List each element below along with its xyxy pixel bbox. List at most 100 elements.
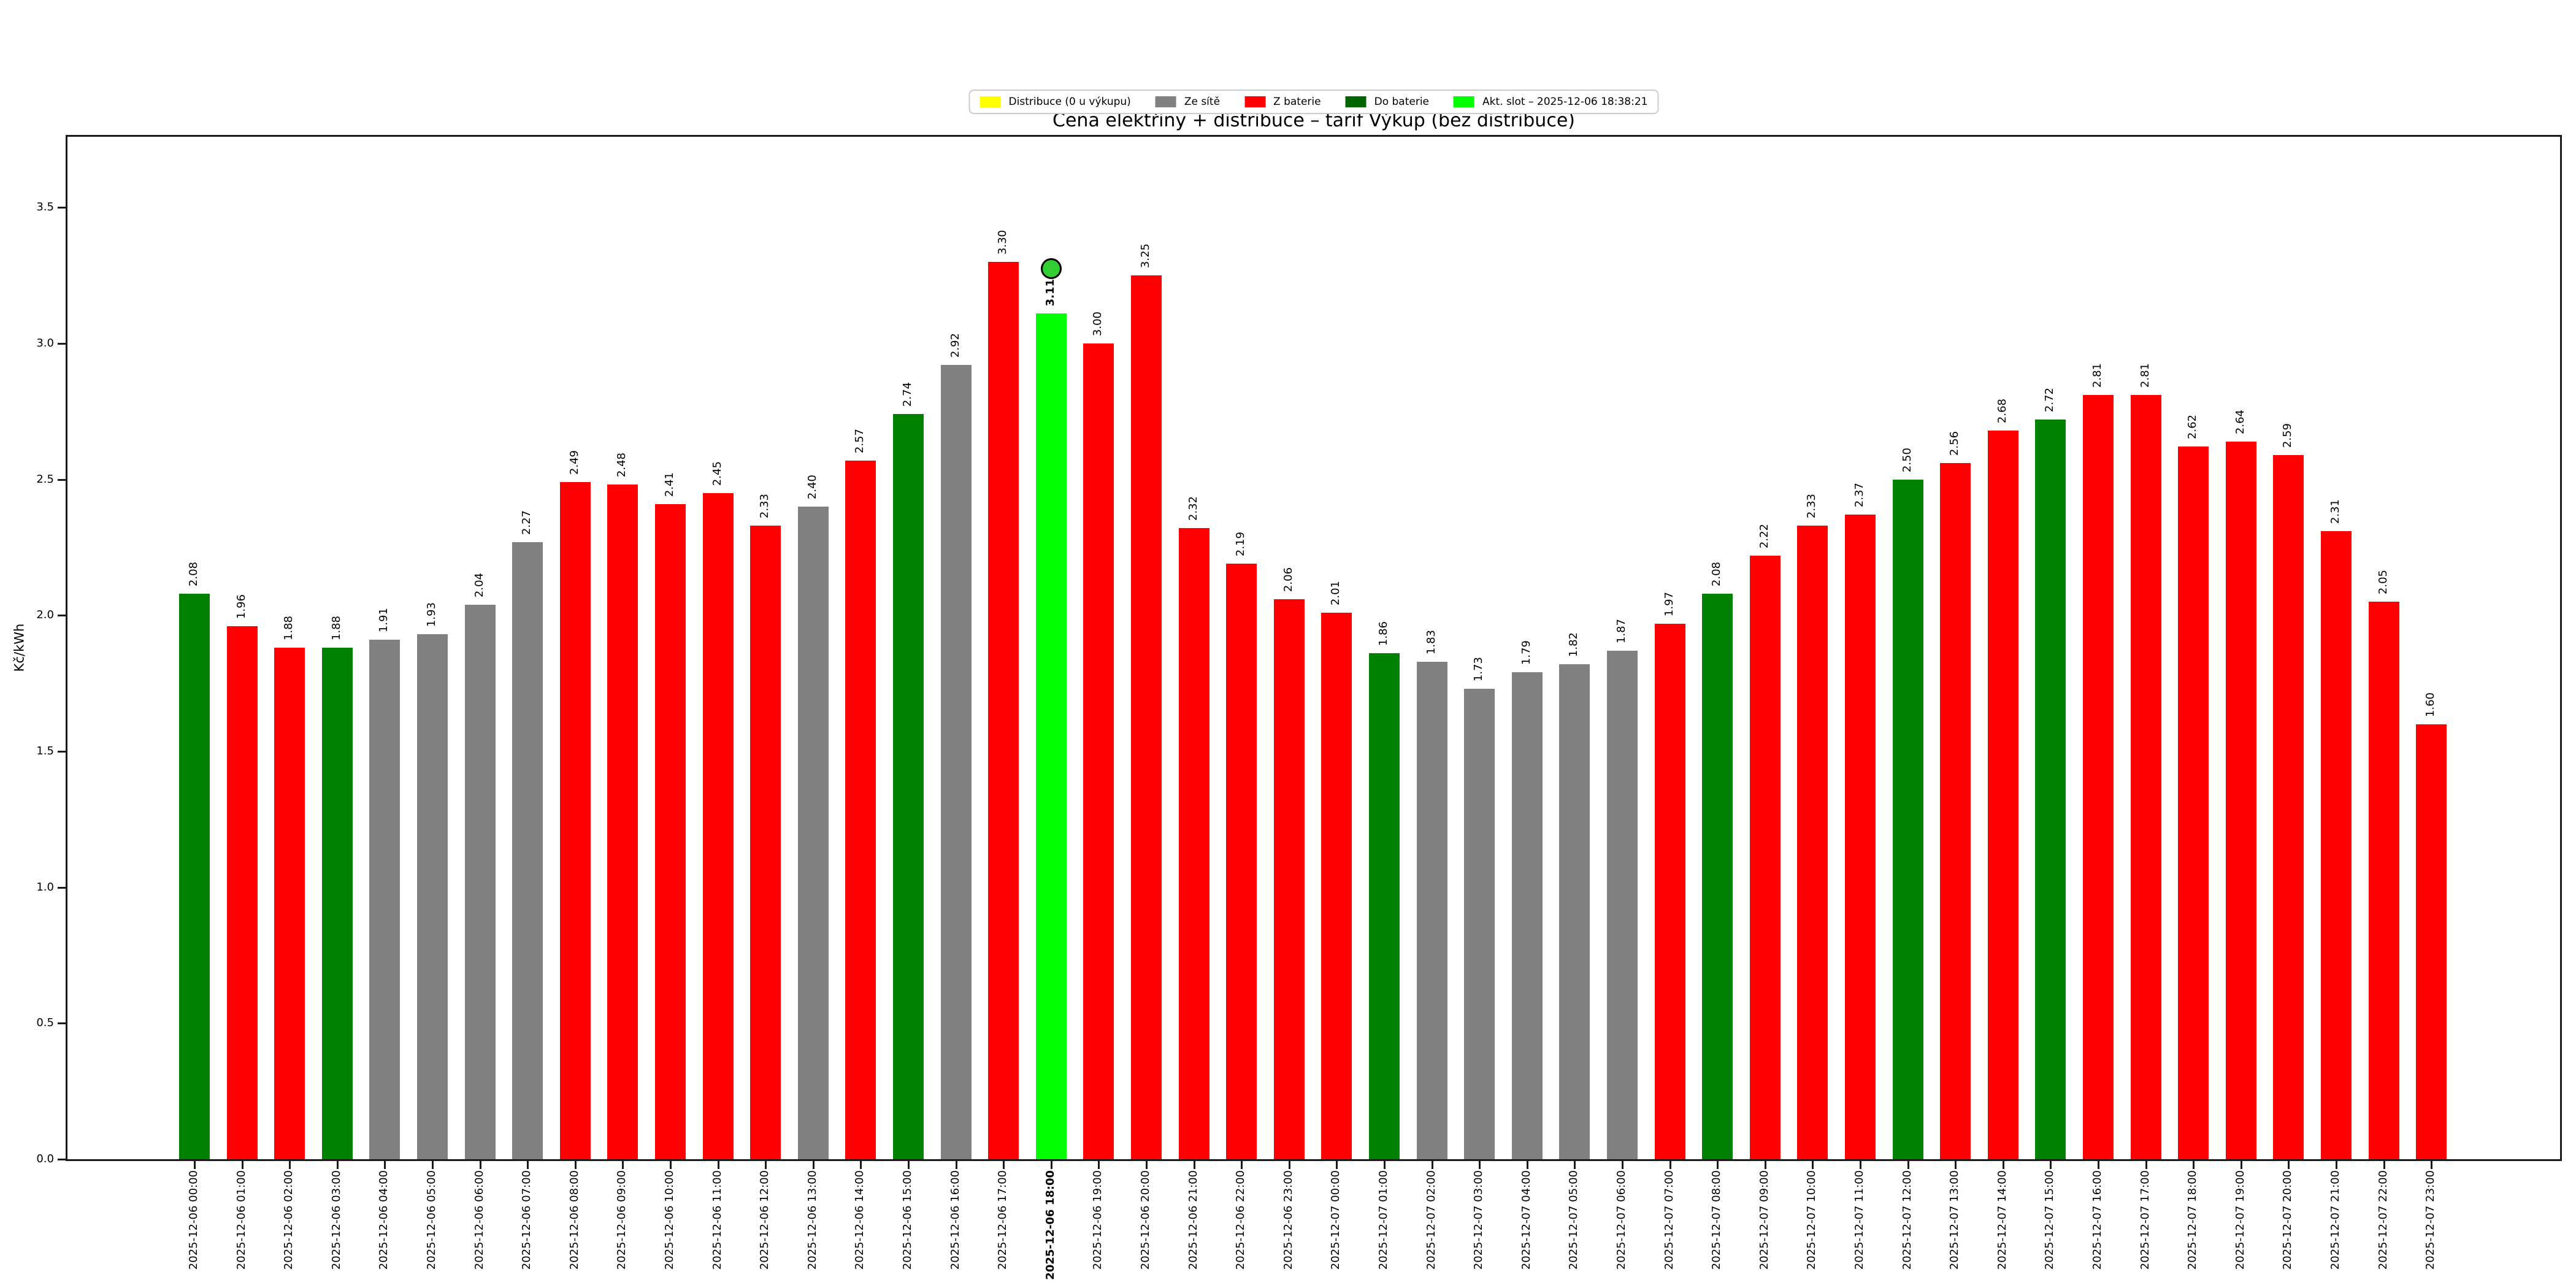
x-tick-mark: [813, 1161, 815, 1169]
bar-value-label: 2.08: [187, 561, 200, 586]
legend-item-z-baterie: Z baterie: [1244, 96, 1321, 107]
y-tick-mark: [58, 750, 66, 753]
bar-value-label: 2.19: [1234, 531, 1247, 556]
bar-value-label: 1.79: [1520, 640, 1533, 665]
bar-z_baterie: [1083, 343, 1114, 1159]
bar-value-label: 1.88: [282, 615, 295, 640]
bar-do_baterie: [2035, 420, 2066, 1159]
x-tick-label: 2025-12-06 21:00: [1187, 1170, 1200, 1270]
legend: Distribuce (0 u výkupu) Ze sítě Z baterie D…: [968, 90, 1659, 114]
bar-value-label: 2.33: [758, 493, 771, 518]
x-tick-label: 2025-12-06 10:00: [663, 1170, 676, 1270]
bar-value-label: 2.62: [2186, 414, 2199, 439]
y-tick-mark: [58, 342, 66, 345]
legend-swatch-z-baterie-icon: [1244, 96, 1266, 107]
x-tick-label: 2025-12-06 17:00: [996, 1170, 1009, 1270]
x-tick-mark: [2431, 1161, 2432, 1169]
bar-z_baterie: [1797, 526, 1828, 1159]
bar-z_baterie: [1655, 624, 1685, 1159]
x-tick-label: 2025-12-06 22:00: [1234, 1170, 1247, 1270]
x-tick-mark: [1907, 1161, 1909, 1169]
x-tick-mark: [1146, 1161, 1148, 1169]
x-tick-label: 2025-12-06 07:00: [520, 1170, 533, 1270]
x-tick-mark: [1194, 1161, 1195, 1169]
x-tick-label: 2025-12-06 02:00: [282, 1170, 295, 1270]
bar-value-label: 3.11: [1044, 278, 1057, 306]
bar-z_baterie: [845, 461, 876, 1159]
bar-value-label: 2.92: [949, 332, 962, 358]
y-tick-label: 2.0: [36, 608, 54, 622]
bar-value-label: 2.81: [2091, 362, 2104, 388]
bar-value-label: 2.68: [1996, 398, 2009, 423]
bar-value-label: 1.93: [425, 602, 438, 627]
x-tick-mark: [1574, 1161, 1576, 1169]
bar-z_baterie: [2083, 395, 2114, 1159]
y-tick-label: 3.5: [36, 201, 54, 214]
bar-ze_site: [465, 605, 496, 1159]
x-tick-mark: [2098, 1161, 2099, 1169]
x-tick-label: 2025-12-06 15:00: [901, 1170, 914, 1270]
x-tick-label: 2025-12-06 20:00: [1139, 1170, 1152, 1270]
bar-ze_site: [1607, 651, 1638, 1159]
bar-value-label: 3.00: [1091, 311, 1104, 336]
bar-value-label: 2.41: [663, 472, 676, 497]
bar-z_baterie: [1321, 613, 1352, 1159]
bar-z_baterie: [2321, 531, 2352, 1159]
y-tick-mark: [58, 478, 66, 481]
x-tick-label: 2025-12-06 09:00: [615, 1170, 628, 1270]
bar-value-label: 3.25: [1139, 243, 1152, 268]
bar-value-label: 2.72: [2043, 387, 2056, 412]
bar-value-label: 2.22: [1758, 523, 1771, 548]
bar-value-label: 1.83: [1425, 629, 1438, 654]
bar-z_baterie: [1940, 463, 1971, 1159]
y-tick-label: 0.0: [36, 1152, 54, 1165]
legend-item-distribuce: Distribuce (0 u výkupu): [979, 95, 1131, 108]
bar-value-label: 2.48: [615, 452, 628, 477]
x-tick-label: 2025-12-06 18:00: [1044, 1170, 1057, 1280]
x-tick-mark: [1955, 1161, 1957, 1169]
x-tick-mark: [1669, 1161, 1671, 1169]
bar-value-label: 2.06: [1282, 567, 1295, 592]
x-tick-label: 2025-12-06 01:00: [235, 1170, 248, 1270]
x-tick-label: 2025-12-07 14:00: [1996, 1170, 2009, 1270]
legend-label-distribuce: Distribuce (0 u výkupu): [1008, 95, 1131, 108]
bar-value-label: 1.96: [235, 594, 248, 619]
bar-ze_site: [417, 634, 448, 1159]
x-tick-mark: [670, 1161, 672, 1169]
x-tick-mark: [575, 1161, 577, 1169]
bar-value-label: 1.86: [1377, 621, 1390, 646]
bar-value-label: 2.33: [1805, 493, 1818, 518]
legend-label-z-baterie: Z baterie: [1273, 95, 1321, 108]
bar-value-label: 1.88: [330, 615, 343, 640]
x-tick-mark: [432, 1161, 434, 1169]
bar-do_baterie: [1893, 480, 1923, 1159]
x-tick-mark: [194, 1161, 196, 1169]
x-tick-label: 2025-12-07 10:00: [1805, 1170, 1818, 1270]
x-tick-mark: [956, 1161, 957, 1169]
bar-value-label: 2.59: [2281, 423, 2294, 448]
y-tick-label: 1.0: [36, 880, 54, 894]
bar-value-label: 1.60: [2424, 692, 2437, 717]
x-tick-label: 2025-12-07 21:00: [2329, 1170, 2342, 1270]
legend-label-ze-site: Ze sítě: [1184, 95, 1221, 108]
x-tick-mark: [2288, 1161, 2290, 1169]
x-tick-label: 2025-12-07 04:00: [1520, 1170, 1533, 1270]
bar-z_baterie: [227, 626, 258, 1159]
bar-value-label: 2.45: [711, 461, 724, 486]
bar-value-label: 2.32: [1187, 496, 1200, 521]
x-tick-label: 2025-12-07 06:00: [1615, 1170, 1628, 1270]
x-tick-label: 2025-12-06 03:00: [330, 1170, 343, 1270]
x-tick-label: 2025-12-06 06:00: [473, 1170, 486, 1270]
plot-area: 2.08 1.96 1.88 1.88 1.91 1.93 2.04 2.27 2.49 2.48…: [66, 135, 2562, 1161]
bar-ze_site: [1417, 662, 1447, 1159]
bar-value-label: 2.27: [520, 510, 533, 535]
x-tick-label: 2025-12-07 02:00: [1425, 1170, 1438, 1270]
legend-item-akt-slot: Akt. slot – 2025-12-06 18:38:21: [1454, 96, 1647, 107]
bar-z_baterie: [1226, 564, 1257, 1159]
bar-ze_site: [369, 640, 400, 1159]
x-tick-label: 2025-12-07 13:00: [1948, 1170, 1961, 1270]
x-tick-mark: [1860, 1161, 1861, 1169]
x-tick-label: 2025-12-06 08:00: [568, 1170, 581, 1270]
x-tick-label: 2025-12-06 14:00: [853, 1170, 866, 1270]
